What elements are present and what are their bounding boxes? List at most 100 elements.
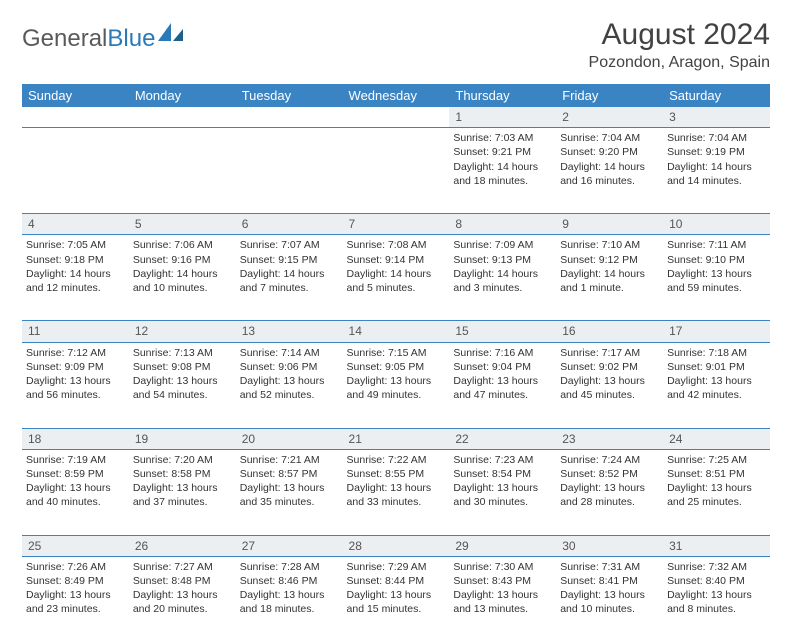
sunset-line: Sunset: 8:52 PM — [560, 467, 659, 481]
daylight-line: Daylight: 13 hours and 42 minutes. — [667, 374, 766, 402]
day-number-cell: 22 — [449, 428, 556, 449]
day-cell: Sunrise: 7:04 AMSunset: 9:20 PMDaylight:… — [556, 128, 663, 214]
day-number-cell: 17 — [663, 321, 770, 342]
day-cell: Sunrise: 7:14 AMSunset: 9:06 PMDaylight:… — [236, 342, 343, 428]
day-number-row: 25262728293031 — [22, 535, 770, 556]
sunrise-line: Sunrise: 7:25 AM — [667, 453, 766, 467]
daylight-line: Daylight: 13 hours and 28 minutes. — [560, 481, 659, 509]
day-header: Monday — [129, 84, 236, 107]
day-number-cell: 7 — [343, 214, 450, 235]
day-number-cell: 28 — [343, 535, 450, 556]
sunset-line: Sunset: 8:51 PM — [667, 467, 766, 481]
sunrise-line: Sunrise: 7:27 AM — [133, 560, 232, 574]
sunrise-line: Sunrise: 7:21 AM — [240, 453, 339, 467]
day-cell — [22, 128, 129, 214]
day-number-cell: 1 — [449, 107, 556, 128]
day-header: Wednesday — [343, 84, 450, 107]
sunset-line: Sunset: 8:55 PM — [347, 467, 446, 481]
daylight-line: Daylight: 13 hours and 37 minutes. — [133, 481, 232, 509]
day-number-cell: 3 — [663, 107, 770, 128]
day-number-cell: 4 — [22, 214, 129, 235]
sunset-line: Sunset: 9:12 PM — [560, 253, 659, 267]
sunset-line: Sunset: 8:54 PM — [453, 467, 552, 481]
sunrise-line: Sunrise: 7:16 AM — [453, 346, 552, 360]
sunset-line: Sunset: 9:14 PM — [347, 253, 446, 267]
day-cell: Sunrise: 7:16 AMSunset: 9:04 PMDaylight:… — [449, 342, 556, 428]
sunrise-line: Sunrise: 7:23 AM — [453, 453, 552, 467]
sunrise-line: Sunrise: 7:31 AM — [560, 560, 659, 574]
sunrise-line: Sunrise: 7:19 AM — [26, 453, 125, 467]
sunset-line: Sunset: 9:06 PM — [240, 360, 339, 374]
day-header: Sunday — [22, 84, 129, 107]
sunrise-line: Sunrise: 7:11 AM — [667, 238, 766, 252]
day-number-cell: 2 — [556, 107, 663, 128]
daylight-line: Daylight: 13 hours and 40 minutes. — [26, 481, 125, 509]
day-number-cell: 24 — [663, 428, 770, 449]
day-number-cell: 6 — [236, 214, 343, 235]
daylight-line: Daylight: 13 hours and 47 minutes. — [453, 374, 552, 402]
sunset-line: Sunset: 8:44 PM — [347, 574, 446, 588]
week-row: Sunrise: 7:26 AMSunset: 8:49 PMDaylight:… — [22, 556, 770, 642]
day-number-row: 123 — [22, 107, 770, 128]
day-number-row: 45678910 — [22, 214, 770, 235]
sunset-line: Sunset: 8:57 PM — [240, 467, 339, 481]
day-cell: Sunrise: 7:06 AMSunset: 9:16 PMDaylight:… — [129, 235, 236, 321]
sail-icon — [158, 22, 184, 50]
day-number-cell: 5 — [129, 214, 236, 235]
sunrise-line: Sunrise: 7:29 AM — [347, 560, 446, 574]
day-header: Friday — [556, 84, 663, 107]
daylight-line: Daylight: 13 hours and 49 minutes. — [347, 374, 446, 402]
day-cell: Sunrise: 7:20 AMSunset: 8:58 PMDaylight:… — [129, 449, 236, 535]
day-number-cell — [129, 107, 236, 128]
day-number-cell — [22, 107, 129, 128]
daylight-line: Daylight: 13 hours and 8 minutes. — [667, 588, 766, 616]
day-number-cell: 16 — [556, 321, 663, 342]
day-cell — [129, 128, 236, 214]
sunrise-line: Sunrise: 7:26 AM — [26, 560, 125, 574]
day-number-row: 11121314151617 — [22, 321, 770, 342]
daylight-line: Daylight: 14 hours and 7 minutes. — [240, 267, 339, 295]
sunset-line: Sunset: 8:48 PM — [133, 574, 232, 588]
sunset-line: Sunset: 9:19 PM — [667, 145, 766, 159]
sunrise-line: Sunrise: 7:22 AM — [347, 453, 446, 467]
sunset-line: Sunset: 8:46 PM — [240, 574, 339, 588]
day-cell — [236, 128, 343, 214]
day-cell: Sunrise: 7:31 AMSunset: 8:41 PMDaylight:… — [556, 556, 663, 642]
sunrise-line: Sunrise: 7:17 AM — [560, 346, 659, 360]
sunset-line: Sunset: 8:40 PM — [667, 574, 766, 588]
sunrise-line: Sunrise: 7:15 AM — [347, 346, 446, 360]
daylight-line: Daylight: 13 hours and 13 minutes. — [453, 588, 552, 616]
sunrise-line: Sunrise: 7:14 AM — [240, 346, 339, 360]
day-number-cell — [236, 107, 343, 128]
sunset-line: Sunset: 9:05 PM — [347, 360, 446, 374]
day-cell: Sunrise: 7:12 AMSunset: 9:09 PMDaylight:… — [22, 342, 129, 428]
sunrise-line: Sunrise: 7:09 AM — [453, 238, 552, 252]
sunset-line: Sunset: 9:09 PM — [26, 360, 125, 374]
location: Pozondon, Aragon, Spain — [589, 54, 770, 72]
sunrise-line: Sunrise: 7:03 AM — [453, 131, 552, 145]
day-number-cell: 9 — [556, 214, 663, 235]
sunrise-line: Sunrise: 7:28 AM — [240, 560, 339, 574]
sunrise-line: Sunrise: 7:30 AM — [453, 560, 552, 574]
day-number-cell: 10 — [663, 214, 770, 235]
day-number-cell: 25 — [22, 535, 129, 556]
daylight-line: Daylight: 13 hours and 23 minutes. — [26, 588, 125, 616]
day-cell: Sunrise: 7:04 AMSunset: 9:19 PMDaylight:… — [663, 128, 770, 214]
daylight-line: Daylight: 13 hours and 54 minutes. — [133, 374, 232, 402]
day-number-cell: 13 — [236, 321, 343, 342]
day-cell: Sunrise: 7:09 AMSunset: 9:13 PMDaylight:… — [449, 235, 556, 321]
sunset-line: Sunset: 9:04 PM — [453, 360, 552, 374]
daylight-line: Daylight: 14 hours and 3 minutes. — [453, 267, 552, 295]
sunset-line: Sunset: 8:58 PM — [133, 467, 232, 481]
day-number-cell: 26 — [129, 535, 236, 556]
week-row: Sunrise: 7:05 AMSunset: 9:18 PMDaylight:… — [22, 235, 770, 321]
sunset-line: Sunset: 9:13 PM — [453, 253, 552, 267]
sunrise-line: Sunrise: 7:08 AM — [347, 238, 446, 252]
day-cell: Sunrise: 7:15 AMSunset: 9:05 PMDaylight:… — [343, 342, 450, 428]
sunrise-line: Sunrise: 7:04 AM — [667, 131, 766, 145]
sunrise-line: Sunrise: 7:12 AM — [26, 346, 125, 360]
daylight-line: Daylight: 14 hours and 10 minutes. — [133, 267, 232, 295]
sunset-line: Sunset: 9:08 PM — [133, 360, 232, 374]
logo-text-blue: Blue — [107, 25, 155, 53]
sunrise-line: Sunrise: 7:18 AM — [667, 346, 766, 360]
